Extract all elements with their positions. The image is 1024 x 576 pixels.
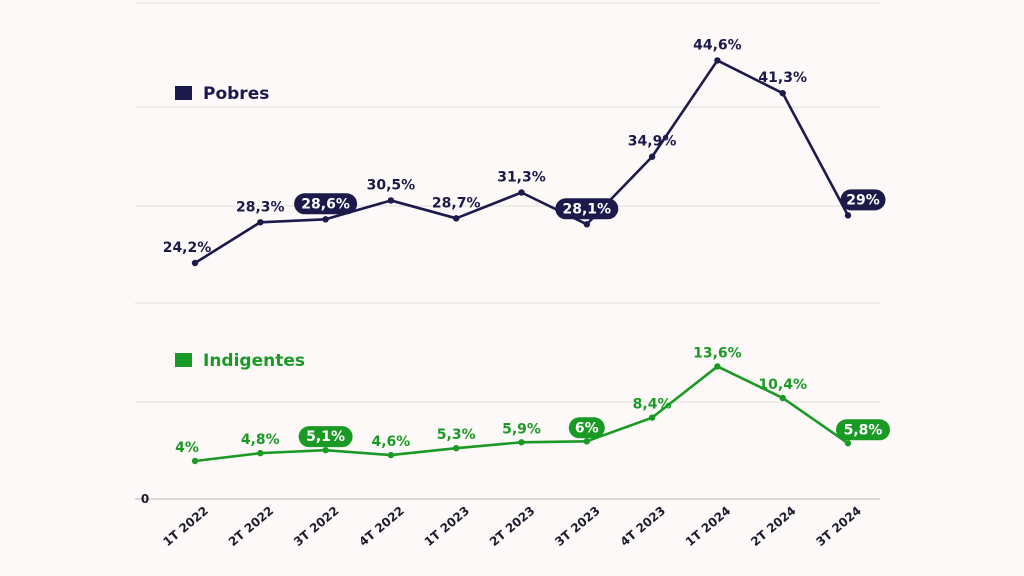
series-layer: 24,2% 28,3% 28,6% 30,5% 28,7% 31,3% 28,1% 34,9%… [163, 37, 890, 465]
highlight-badge [840, 189, 886, 211]
series-line [194, 365, 849, 463]
data-point [844, 440, 852, 447]
legend-swatch [175, 86, 192, 100]
highlight-badge [568, 417, 605, 439]
data-label: 4,8% [241, 432, 280, 448]
legend-swatch [175, 353, 192, 367]
data-label: 8,4% [633, 397, 672, 413]
series-indigentes: 4% 4,8% 5,1% 4,6% 5,3% 5,9% 6% 8,4% 13,6% 10,4% 5,… [175, 345, 890, 465]
x-tick-label: 2T 2022 [226, 504, 276, 550]
data-point [387, 197, 395, 204]
highlight-badge [836, 419, 890, 441]
data-label: 13,6% [693, 345, 742, 361]
data-label: 31,3% [497, 169, 546, 185]
data-point [714, 363, 721, 370]
data-point [453, 215, 460, 222]
data-point [779, 394, 786, 402]
data-point [583, 221, 590, 228]
data-point [453, 444, 460, 452]
data-label: 4,6% [371, 434, 410, 450]
data-label: 5,8% [844, 422, 883, 438]
data-point [648, 153, 656, 160]
x-tick-label: 4T 2023 [618, 504, 668, 550]
data-point [257, 219, 264, 226]
data-point [322, 216, 329, 223]
data-label: 4% [175, 440, 199, 456]
data-label: 28,6% [301, 196, 350, 212]
x-tick-label: 1T 2022 [160, 504, 210, 550]
x-tick-label: 2T 2023 [487, 504, 537, 550]
series-pobres: 24,2% 28,3% 28,6% 30,5% 28,7% 31,3% 28,1% 34,9%… [163, 37, 886, 267]
data-point [191, 259, 199, 267]
data-label: 28,1% [563, 201, 612, 217]
highlight-badge [555, 198, 619, 220]
legend: Pobres Indigentes [175, 84, 305, 371]
data-label: 44,6% [693, 37, 742, 53]
data-point [844, 212, 852, 219]
data-label: 41,3% [758, 70, 807, 86]
data-point [714, 57, 721, 64]
x-tick-label: 4T 2022 [356, 504, 406, 550]
x-tick-label: 1T 2024 [683, 504, 733, 550]
legend-label: Indigentes [203, 351, 305, 371]
data-point [779, 89, 786, 97]
highlight-badge [298, 426, 353, 448]
data-point [648, 414, 656, 421]
data-label: 6% [575, 420, 599, 436]
data-point [257, 449, 264, 457]
series-line [194, 59, 850, 265]
x-tick-label: 3T 2022 [291, 504, 341, 550]
data-label: 30,5% [367, 177, 416, 193]
x-tick-label: 2T 2024 [748, 504, 798, 550]
data-label: 5,1% [306, 429, 345, 445]
data-label: 29% [846, 192, 880, 208]
data-label: 34,9% [628, 134, 677, 150]
data-label: 24,2% [163, 240, 212, 256]
data-point [387, 451, 395, 459]
legend-label: Pobres [203, 84, 269, 104]
data-point [191, 457, 199, 465]
x-tick-label: 1T 2023 [422, 504, 472, 550]
x-tick-label: 3T 2023 [552, 504, 602, 550]
x-tick-label: 3T 2024 [813, 504, 863, 550]
data-point [518, 189, 525, 196]
data-point [322, 446, 329, 454]
gridlines [135, 2, 880, 500]
highlight-badge [294, 193, 358, 215]
data-label: 5,3% [437, 427, 476, 443]
data-point [518, 439, 525, 446]
y-zero-tick-label: 0 [141, 492, 149, 506]
data-label: 10,4% [758, 377, 807, 393]
x-axis: 0 1T 2022 2T 2022 3T 2022 4T 2022 1T 2023 2T 2… [141, 492, 864, 549]
data-label: 5,9% [502, 421, 541, 437]
data-label: 28,3% [236, 199, 285, 215]
data-point [583, 438, 590, 445]
data-label: 28,7% [432, 195, 481, 211]
